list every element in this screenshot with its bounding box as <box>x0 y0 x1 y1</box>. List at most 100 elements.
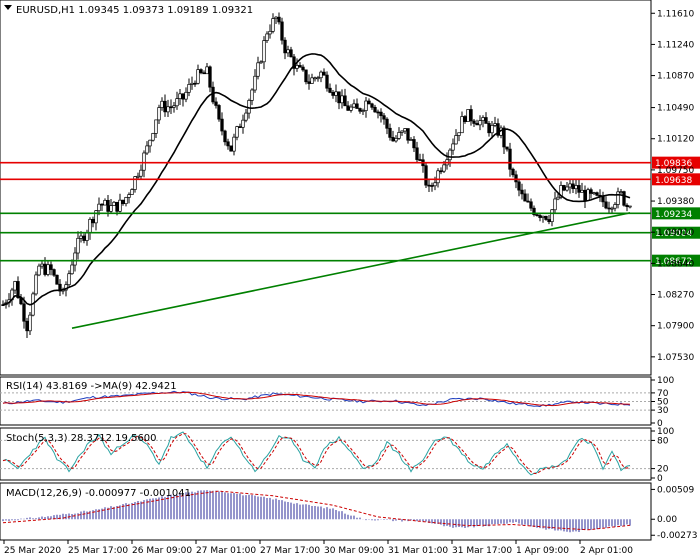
candle-body <box>310 77 314 84</box>
candle-body <box>250 89 254 101</box>
candle-body <box>373 106 377 113</box>
candle-body <box>52 269 56 276</box>
candle-body <box>487 123 491 134</box>
candle-body <box>289 49 293 58</box>
candle-body <box>172 105 176 108</box>
price-tick-label: 1.09750 <box>657 166 694 176</box>
candle-body <box>229 145 233 152</box>
macd-header-label: MACD(12,26,9) -0.000977 -0.001041 <box>6 488 191 499</box>
price-pane[interactable]: 1.09836 1.09638 1.09234 1.09004 1.08672 1.11… <box>0 0 700 376</box>
candle-body <box>589 189 593 194</box>
candle-body <box>73 252 77 266</box>
price-tick-label: 1.10120 <box>657 135 694 145</box>
candle-body <box>202 72 206 75</box>
candle-body <box>508 148 512 170</box>
candle-body <box>199 69 203 74</box>
candle-body <box>133 176 137 190</box>
candle-body <box>451 143 455 151</box>
candle-body <box>625 204 629 207</box>
price-tick-label: 1.10870 <box>657 72 694 82</box>
candle-body <box>112 201 116 206</box>
candle-body <box>121 199 125 205</box>
candle-body <box>406 128 410 141</box>
candle-body <box>574 185 578 190</box>
dropdown-triangle-icon[interactable] <box>4 5 12 10</box>
time-tick-label: 26 Mar 09:00 <box>132 546 192 556</box>
level-tag <box>652 254 700 267</box>
candle-body <box>547 219 551 223</box>
macd-pane[interactable]: 0.00509 0.00 -0.00273 MACD(12,26,9) -0.000… <box>0 482 697 541</box>
candle-body <box>280 21 284 41</box>
candle-body <box>457 132 461 136</box>
candle-body <box>127 194 131 198</box>
candle-body <box>16 281 20 299</box>
candle-body <box>334 91 338 96</box>
candle-body <box>418 159 422 161</box>
rsi-levels <box>0 392 651 411</box>
rsi-lines <box>2 390 631 408</box>
time-tick-label: 2 Apr 01:00 <box>580 546 633 556</box>
candle-body <box>367 100 371 105</box>
candle-body <box>385 118 389 129</box>
candle-body <box>175 98 179 107</box>
candle-body <box>109 205 113 212</box>
candle-body <box>193 82 197 85</box>
moving-average <box>2 53 631 306</box>
macd-axis: 0.00509 0.00 -0.00273 <box>651 485 697 541</box>
candle-body <box>370 103 374 108</box>
main-header-label: EURUSD,H1 1.09345 1.09373 1.09189 1.0932… <box>16 5 253 16</box>
candle-body <box>85 232 89 241</box>
candle-body <box>379 111 383 117</box>
candle-body <box>70 264 74 275</box>
candle-body <box>328 87 332 93</box>
time-tick-label: 31 Mar 17:00 <box>452 546 512 556</box>
candle-body <box>343 95 347 107</box>
candle-body <box>232 136 236 152</box>
candle-body <box>565 186 569 191</box>
candle-body <box>376 111 380 114</box>
candle-body <box>460 116 464 134</box>
candle-body <box>100 203 104 206</box>
candle-body <box>196 69 200 84</box>
candle-body <box>514 174 518 183</box>
price-tick-label: 1.07530 <box>657 353 694 363</box>
candle-body <box>490 125 494 134</box>
candle-body <box>475 123 479 126</box>
candle-body <box>46 264 50 275</box>
candle-body <box>181 93 185 100</box>
candle-body <box>493 123 497 126</box>
price-tick-label: 1.08270 <box>657 291 694 301</box>
candle-body <box>283 39 287 54</box>
candle-body <box>517 181 521 191</box>
candle-body <box>577 185 581 193</box>
time-tick-label: 25 Mar 17:00 <box>68 546 128 556</box>
candle-body <box>304 69 308 83</box>
candle-body <box>520 189 524 195</box>
candle-body <box>556 196 560 200</box>
candle-body <box>550 209 554 223</box>
candle-body <box>496 123 500 136</box>
candle-body <box>388 127 392 138</box>
candle-body <box>424 165 428 186</box>
stoch-tick-label: 20 <box>657 465 669 475</box>
support-trendline[interactable] <box>71 212 631 329</box>
candle-body <box>28 314 32 332</box>
candle-body <box>88 218 92 234</box>
candle-body <box>190 82 194 85</box>
candle-body <box>622 191 626 206</box>
candle-body <box>481 117 485 121</box>
candle-body <box>208 66 212 88</box>
candle-body <box>319 71 323 79</box>
candle-body <box>448 149 452 161</box>
candle-body <box>55 274 59 285</box>
candle-body <box>628 205 632 208</box>
candle-body <box>562 185 566 191</box>
candle-body <box>595 192 599 196</box>
candle-body <box>340 95 344 104</box>
